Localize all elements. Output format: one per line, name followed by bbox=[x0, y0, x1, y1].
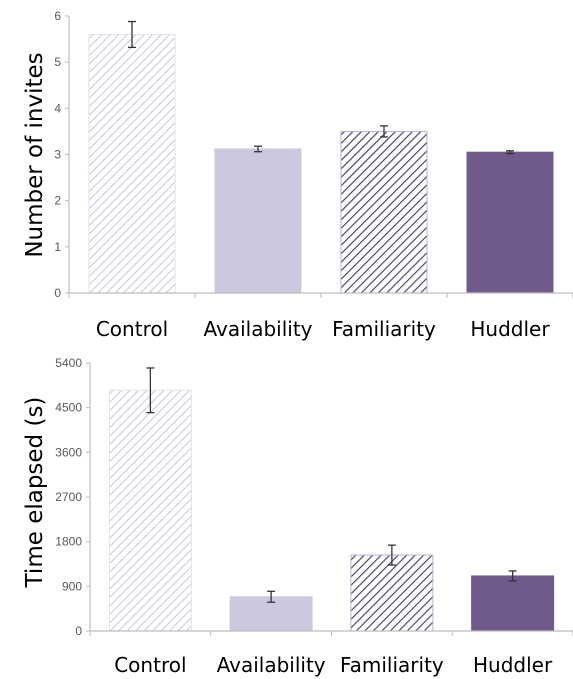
y-tick-label: 3600 bbox=[55, 445, 82, 459]
y-tick-label: 6 bbox=[54, 9, 61, 23]
y-tick-label: 1 bbox=[54, 240, 61, 254]
bar-control bbox=[108, 389, 192, 632]
y-tick-label: 1800 bbox=[55, 535, 82, 549]
y-tick-label: 0 bbox=[54, 286, 61, 300]
x-category-label: Familiarity bbox=[332, 317, 436, 341]
x-category-label: Control bbox=[96, 317, 168, 341]
y-tick-label: 3 bbox=[54, 148, 61, 162]
y-tick-label: 2700 bbox=[55, 490, 82, 504]
y-tick-label: 900 bbox=[62, 579, 82, 593]
bar-huddler bbox=[471, 575, 555, 632]
x-category-label: Control bbox=[114, 653, 186, 677]
x-category-label: Huddler bbox=[470, 317, 550, 341]
time-chart: 0 900 1800 2700 3600 4500 5400 Control Availabi… bbox=[0, 350, 573, 679]
y-tick-label: 4 bbox=[54, 101, 61, 115]
invites-chart: 0 1 2 3 4 5 6 Control Availability Familiarity Hu… bbox=[22, 9, 573, 341]
bar-familiarity bbox=[350, 554, 434, 632]
y-axis-label: Number of invites bbox=[22, 52, 48, 257]
y-axis-label: Time elapsed (s) bbox=[22, 397, 48, 589]
bar-availability bbox=[214, 148, 302, 294]
x-category-label: Availability bbox=[217, 653, 326, 677]
y-tick-label: 4500 bbox=[55, 401, 82, 415]
y-tick-label: 5400 bbox=[55, 356, 82, 370]
x-category-label: Familiarity bbox=[340, 653, 444, 677]
time-chart-svg: 0 900 1800 2700 3600 4500 5400 Control Availabi… bbox=[22, 356, 573, 677]
bar-control bbox=[88, 33, 176, 294]
x-category-label: Availability bbox=[203, 317, 312, 341]
invites-chart-svg: 0 1 2 3 4 5 6 Control Availability Familiarity Hu… bbox=[22, 9, 573, 341]
bar-familiarity bbox=[340, 130, 428, 294]
bar-huddler bbox=[466, 151, 554, 294]
y-tick-label: 5 bbox=[54, 55, 61, 69]
y-tick-label: 2 bbox=[54, 194, 61, 208]
y-tick-label: 0 bbox=[75, 624, 82, 638]
x-category-label: Huddler bbox=[473, 653, 553, 677]
